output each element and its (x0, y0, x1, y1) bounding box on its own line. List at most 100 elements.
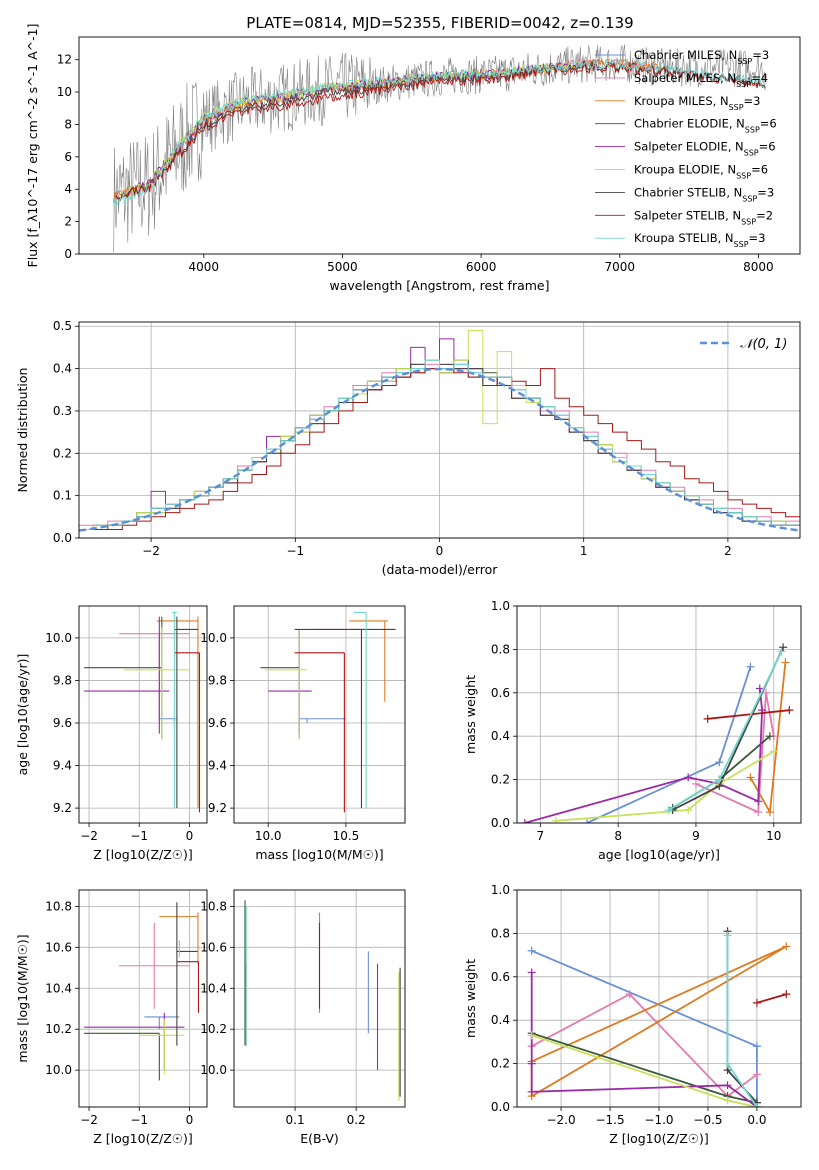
y-tick-label: 10 (57, 85, 72, 99)
y-tick-label: 10.6 (200, 940, 227, 954)
panel-age_vs_mass: 10.0 10.5 9.2 9.4 9.6 9.8 10.0 mass [log10(M/M☉… (200, 605, 406, 862)
plus-marker (765, 732, 774, 741)
y-tick-label: 0.8 (491, 926, 510, 940)
x-tick-label: 0 (186, 829, 194, 843)
x-tick-label: 7000 (604, 260, 635, 274)
legend-label: Kroupa MILES, NSSP=3 (634, 94, 760, 112)
y-axis-label: age [log10(age/yr)] (15, 654, 30, 776)
y-tick-label: 9.4 (53, 759, 72, 773)
model-line (113, 63, 766, 203)
plus-marker (691, 779, 700, 788)
weight-line (672, 646, 784, 811)
normal-curve (79, 367, 800, 532)
plus-marker (782, 942, 791, 951)
y-tick-label: 0.6 (491, 970, 510, 984)
plot-area (520, 643, 794, 823)
plus-marker (785, 706, 794, 715)
legend-label: Salpeter MILES, NSSP=4 (634, 71, 768, 89)
plus-marker (754, 808, 763, 817)
y-tick-label: 6 (64, 150, 72, 164)
y-tick-label: 10.6 (45, 940, 72, 954)
plus-marker (527, 1059, 536, 1068)
x-tick-label: 0 (436, 544, 444, 558)
weight-line (707, 709, 790, 720)
model-line (113, 58, 766, 208)
plus-marker (779, 643, 788, 652)
weight-line (555, 750, 775, 822)
x-axis-label: E(B-V) (300, 1131, 339, 1146)
plus-marker (777, 647, 786, 656)
x-tick-label: 2 (724, 544, 732, 558)
y-tick-label: 9.2 (53, 801, 72, 815)
y-tick-label: 9.4 (208, 759, 227, 773)
plus-marker (527, 946, 536, 955)
y-axis-label: mass weight (463, 959, 478, 1038)
y-tick-label: 10.0 (200, 631, 227, 645)
plot-area (113, 44, 766, 253)
x-tick-label: 10.5 (333, 829, 360, 843)
plus-marker (625, 990, 634, 999)
x-axis-label: age [log10(age/yr)] (598, 847, 720, 862)
axes-frame (78, 36, 801, 255)
y-tick-label: 9.2 (208, 801, 227, 815)
y-tick-label: 10.8 (45, 899, 72, 913)
y-tick-label: 2 (64, 215, 72, 229)
x-axis-label: mass [log10(M/M☉)] (255, 847, 383, 862)
x-tick-label: 10.0 (255, 829, 282, 843)
plot-area (527, 927, 791, 1107)
x-tick-label: 0 (186, 1113, 194, 1127)
x-tick-label: 4000 (189, 260, 220, 274)
model-line (120, 60, 579, 200)
y-tick-label: 9.6 (208, 716, 227, 730)
plot-area (84, 611, 201, 813)
y-tick-label: 12 (57, 53, 72, 67)
plus-marker (723, 1096, 732, 1105)
x-tick-label: 7 (537, 829, 545, 843)
x-tick-label: 10 (766, 829, 781, 843)
y-tick-label: 0.2 (491, 1057, 510, 1071)
axes-frame (233, 605, 406, 824)
plus-marker (752, 1042, 761, 1051)
plus-marker (754, 797, 763, 806)
x-tick-label: −1.5 (595, 1113, 624, 1127)
y-tick-label: 10.0 (45, 631, 72, 645)
plot-area (260, 611, 396, 813)
y-tick-label: 10.2 (45, 1022, 72, 1036)
y-tick-label: 0.0 (491, 816, 510, 830)
y-tick-label: 0.8 (491, 642, 510, 656)
x-tick-label: 8000 (743, 260, 774, 274)
model-line (113, 60, 766, 203)
y-tick-label: 0.2 (491, 773, 510, 787)
plot-area (244, 900, 401, 1101)
plus-marker (782, 990, 791, 999)
y-tick-label: 1.0 (491, 599, 510, 613)
plus-marker (752, 998, 761, 1007)
plus-marker (551, 816, 560, 823)
plus-marker (684, 773, 693, 782)
legend-label: Salpeter STELIB, NSSP=2 (634, 208, 773, 226)
x-tick-label: 5000 (327, 260, 358, 274)
legend-label: Chabrier STELIB, NSSP=3 (634, 185, 774, 203)
x-axis-label: Z [log10(Z/Z☉)] (93, 1131, 193, 1146)
x-axis-label: wavelength [Angstrom, rest frame] (329, 278, 549, 293)
plot-area (79, 330, 800, 538)
plus-marker (752, 1103, 761, 1107)
y-tick-label: 0.4 (491, 729, 510, 743)
weight-line (530, 972, 758, 1107)
weight-line (672, 735, 771, 809)
panel-age_vs_Z: −2 −1 0 9.2 9.4 9.6 9.8 10.0 Z [log10(Z/Z☉)] age … (15, 605, 208, 862)
plus-marker (684, 805, 693, 814)
x-tick-label: 0.0 (747, 1113, 766, 1127)
legend-label: Salpeter ELODIE, NSSP=6 (634, 140, 776, 158)
y-tick-label: 0.2 (53, 446, 72, 460)
y-tick-label: 10.2 (200, 1022, 227, 1036)
weight-line (524, 688, 764, 823)
x-tick-label: −2 (80, 829, 98, 843)
y-tick-label: 10.8 (200, 899, 227, 913)
axes-frame (78, 889, 208, 1108)
x-tick-label: −1 (286, 544, 304, 558)
x-tick-label: −1.0 (644, 1113, 673, 1127)
y-axis-label: mass [log10(M/M☉)] (15, 934, 30, 1062)
plus-marker (703, 714, 712, 723)
